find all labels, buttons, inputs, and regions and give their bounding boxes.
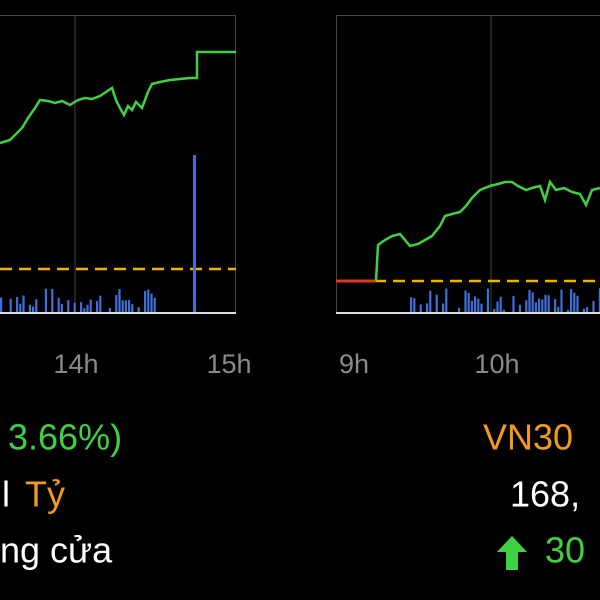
change-text: 3.66%) [8,417,122,458]
volume-bar [419,304,422,313]
value-text: l [2,474,10,515]
volume-bar [570,289,573,313]
volume-bar [512,295,515,313]
volume-bar [426,303,429,313]
volume-bar [496,301,499,313]
volume-bar [534,302,537,313]
volume-bar [538,298,541,313]
volume-bar [470,300,473,313]
volume-bar [115,295,118,313]
volume-bar [582,308,585,313]
status-text: ng cửa [0,530,113,571]
volume-bar [35,299,38,313]
volume-bar [499,296,502,313]
time-label: 9h [339,349,369,379]
volume-bar [474,296,477,313]
volume-bar [147,289,150,313]
volume-bar [410,297,413,313]
volume-bar [22,295,25,313]
volume-bar [464,290,467,313]
volume-bar [544,294,547,313]
volume-bar [413,298,416,313]
volume-bar [477,298,480,313]
volume-bar [67,300,70,313]
index-change: 30 [545,530,585,571]
volume-bar [99,295,102,313]
volume-bar [557,306,560,313]
volume-bar [19,303,22,313]
volume-bar [525,300,528,313]
volume-bar [9,298,12,313]
volume-bar [486,288,489,313]
volume-bar [528,289,531,313]
volume-bar [32,306,35,313]
volume-bar [598,288,600,313]
up-arrow [497,536,527,570]
volume-bar [16,297,19,313]
price-line [0,50,236,145]
volume-bar [51,288,54,313]
volume-bars [410,288,600,313]
volume-bar [480,303,483,313]
volume-bar [57,297,60,313]
volume-bar [131,304,134,313]
volume-bar [89,299,92,313]
volume-bar [144,291,147,313]
volume-bar [118,288,121,313]
volume-bar [566,309,569,313]
time-label: 10h [474,349,519,379]
volume-bar [121,300,124,313]
volume-bar [128,300,131,313]
price-line [374,179,600,282]
volume-bar [531,292,534,313]
volume-bar [96,301,99,313]
volume-bar [108,308,111,313]
volume-bar [518,304,521,313]
volume-bar [86,304,89,313]
volume-bars [0,155,196,313]
volume-bar [442,303,445,313]
volume-bar [73,302,76,313]
volume-bar [153,297,156,313]
time-label: 14h [53,349,98,379]
index-name: VN30 [483,417,573,458]
volume-bar [547,295,550,313]
volume-bar [541,299,544,313]
right-chart [336,15,600,314]
volume-bar [560,289,563,313]
volume-bar [0,297,3,313]
volume-bar [435,294,438,313]
volume-bar [137,307,140,313]
unit-text: Tỷ [25,474,65,515]
volume-bar [445,288,448,313]
volume-bar [493,309,496,313]
volume-bar [193,155,196,313]
volume-bar [429,290,432,313]
left-chart [0,15,236,314]
volume-bar [60,303,63,313]
volume-bar [502,309,505,313]
volume-bar [467,292,470,313]
volume-bar [80,302,83,313]
volume-bar [83,308,86,313]
volume-bar [150,293,153,313]
volume-bar [592,301,595,313]
volume-bar [573,292,576,313]
time-label: 15h [206,349,251,379]
volume-bar [586,307,589,313]
volume-bar [458,307,461,313]
volume-bar [576,295,579,313]
index-value: 168, [510,474,580,515]
volume-bar [124,300,127,313]
volume-bar [44,288,47,313]
volume-bar [554,299,557,313]
volume-bar [28,304,31,313]
